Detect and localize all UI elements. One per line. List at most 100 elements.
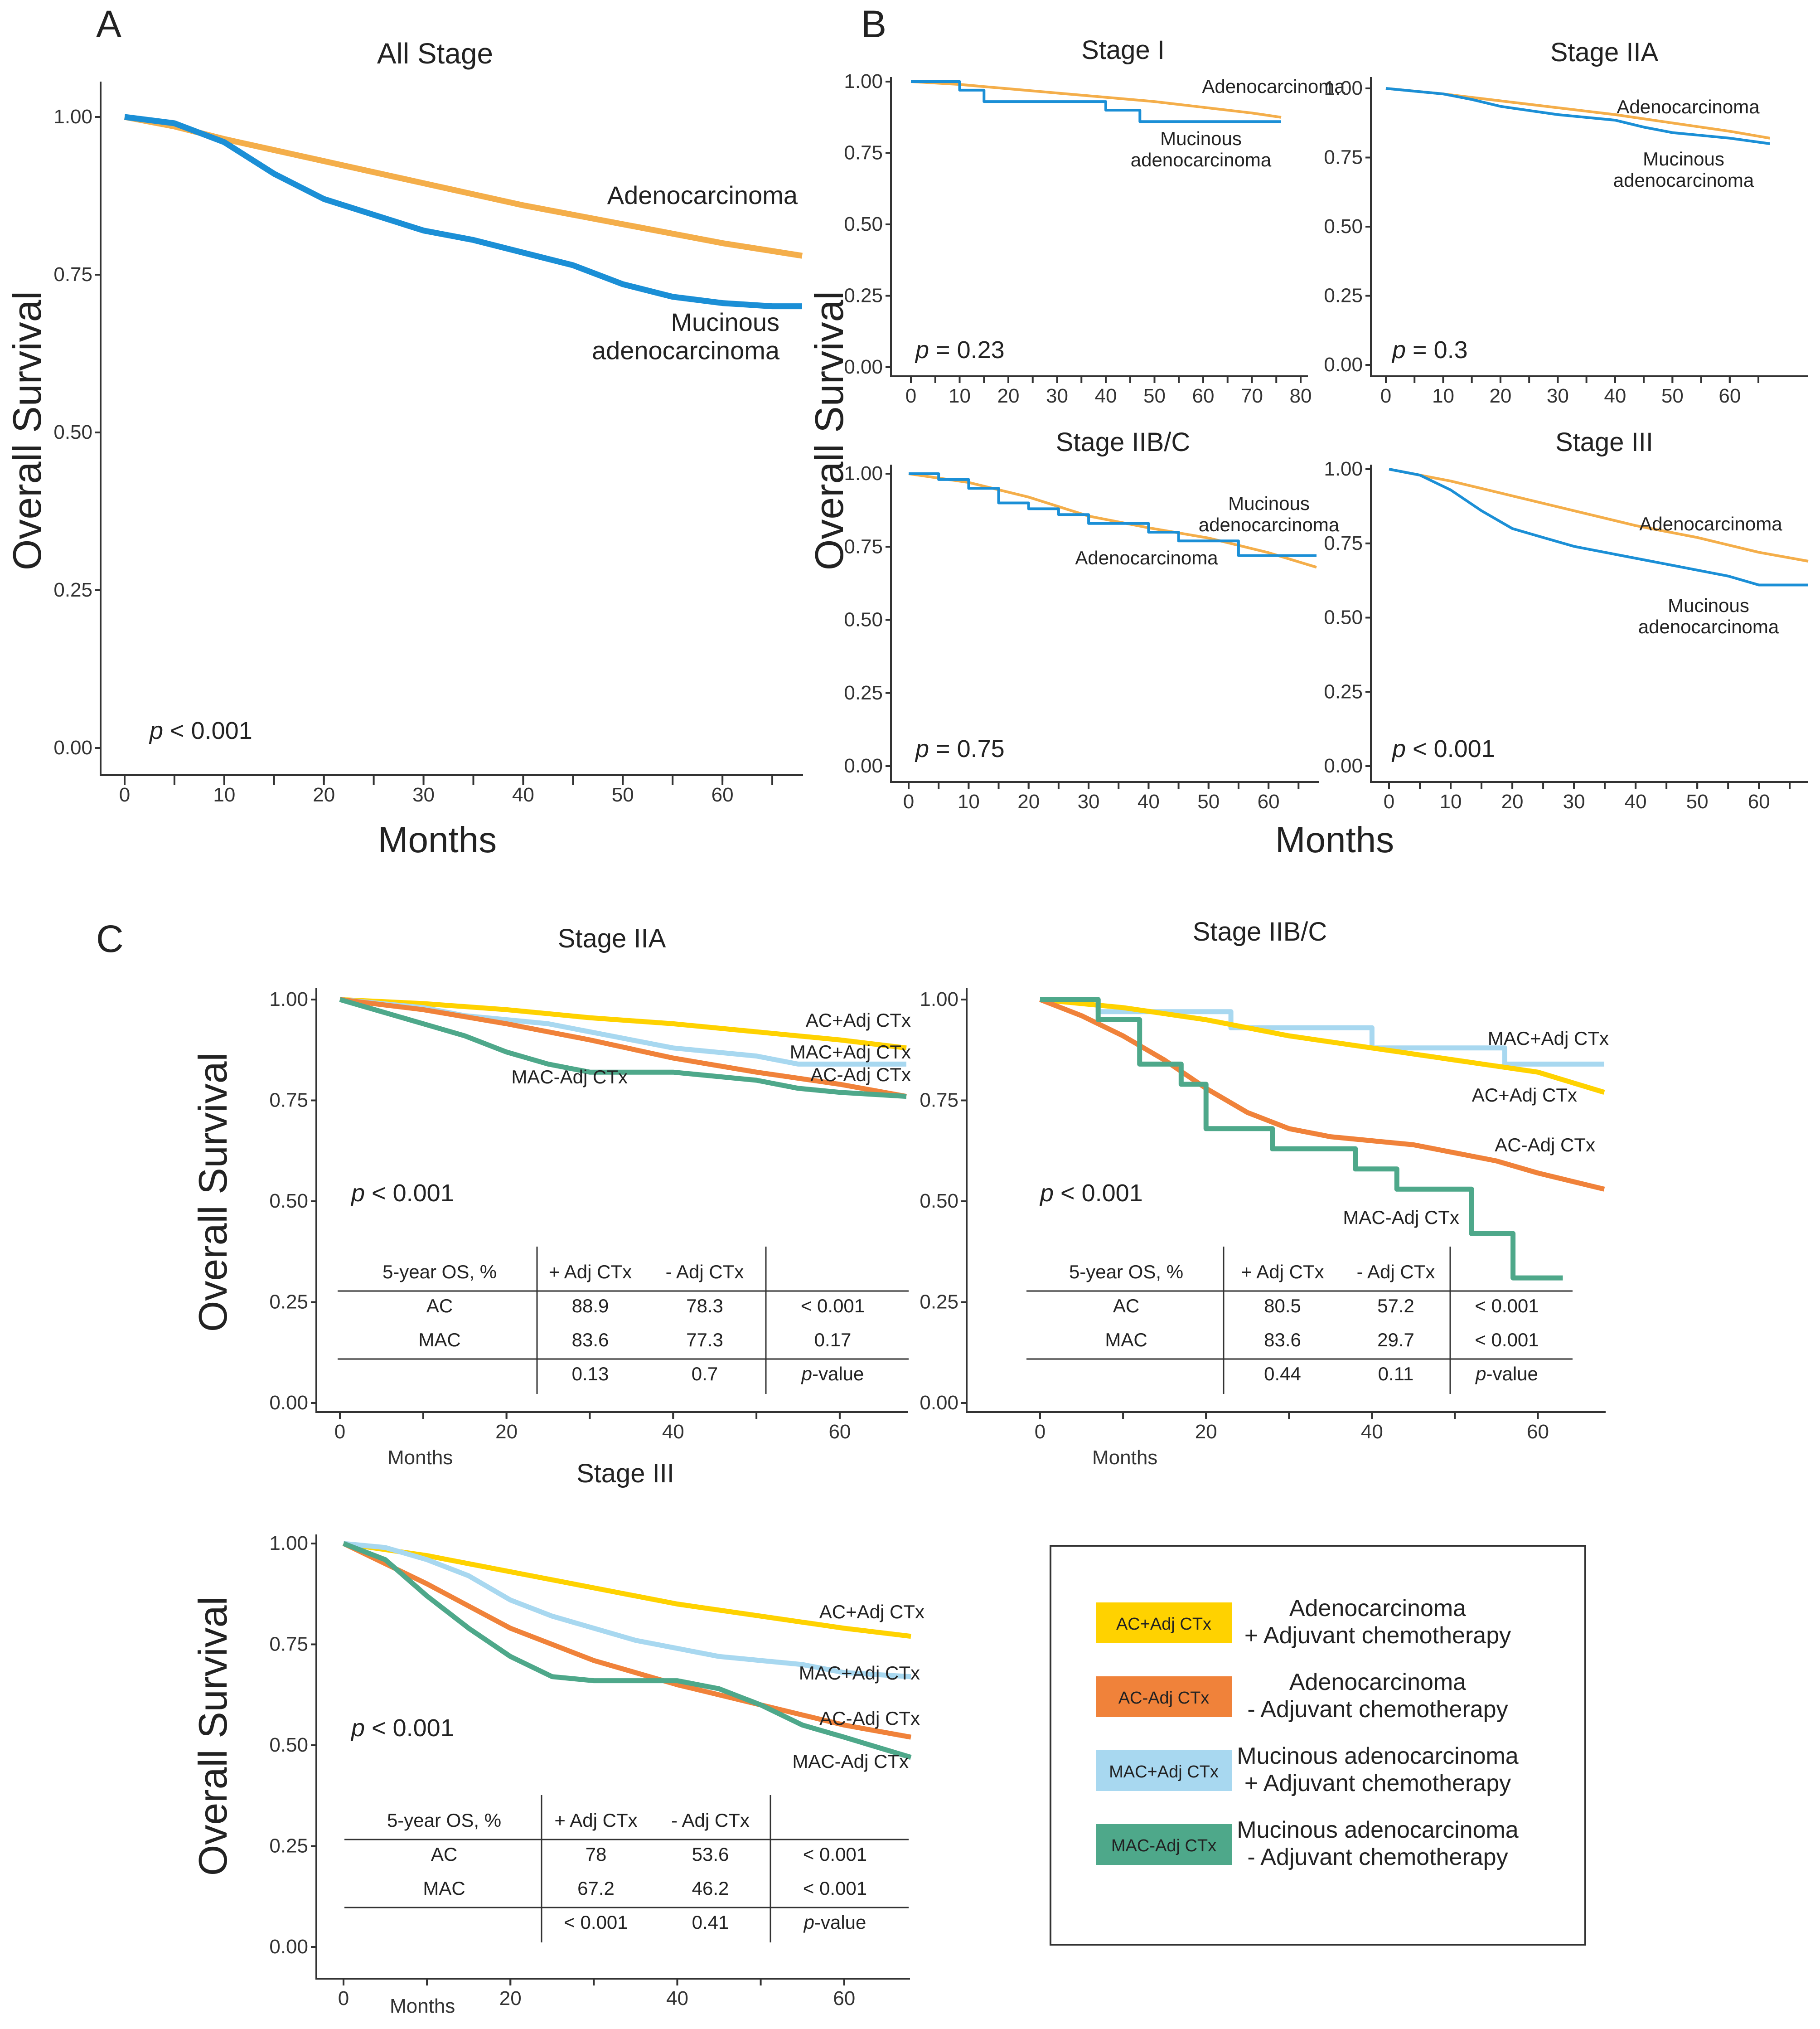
legend-swatch xyxy=(1096,1602,1232,1643)
os-table: 5-year OS, % + Adj CTx - Adj CTx AC 88.9 78.3… xyxy=(338,1247,909,1394)
y-tick-label: 1.00 xyxy=(920,988,958,1010)
p-letter: p xyxy=(1391,336,1406,364)
legend-swatch xyxy=(1096,1750,1232,1791)
series-label-mucinous-adenocarcinoma: Mucinous adenocarcinoma xyxy=(1613,148,1754,191)
panel-a: 0.00 0.25 0.50 0.75 1.00 0 10 20 30 40 50 60 All Sta… xyxy=(5,37,803,860)
series-line-ac-adj-ctx xyxy=(1039,997,1605,1192)
x-tick-label: 50 xyxy=(1661,385,1684,407)
p-rest: < 0.001 xyxy=(365,1714,454,1742)
series-label-ac-adj-ctx: AC+Adj CTx xyxy=(1472,1084,1577,1106)
series-line-mac-adj-ctx xyxy=(343,1541,911,1680)
y-tick-label: 0.25 xyxy=(269,1291,308,1313)
y-tick-label: 0.50 xyxy=(269,1190,308,1212)
p-rest: -value xyxy=(814,1912,866,1933)
x-tick-label: 10 xyxy=(949,385,971,407)
panel-letter-c: C xyxy=(96,917,124,960)
x-tick-label: 30 xyxy=(412,784,435,806)
table-cell: 53.6 xyxy=(692,1844,729,1865)
x-tick-label: 40 xyxy=(1138,791,1160,813)
x-tick-label: 40 xyxy=(1361,1421,1383,1443)
os-table: 5-year OS, % + Adj CTx - Adj CTx AC 80.5 57.2… xyxy=(1026,1247,1573,1394)
x-tick-label: 50 xyxy=(612,784,634,806)
y-tick-label: 0.50 xyxy=(844,213,883,235)
series-line-ac-adj-ctx xyxy=(343,1541,911,1639)
os-table: 5-year OS, % + Adj CTx - Adj CTx AC 78 53.6 < … xyxy=(344,1795,909,1942)
y-tick-label: 0.75 xyxy=(920,1089,958,1112)
table-cell: MAC xyxy=(423,1878,465,1899)
table-cell: 46.2 xyxy=(692,1878,729,1899)
y-tick-label: 0.00 xyxy=(269,1936,308,1958)
y-tick-label: 0.75 xyxy=(844,142,883,164)
axis-lines xyxy=(315,1534,910,1980)
table-header: - Adj CTx xyxy=(1357,1261,1435,1282)
series-line-adenocarcinoma xyxy=(1389,468,1809,563)
y-tick-label: 0.00 xyxy=(1324,354,1363,376)
y-tick-label: 1.00 xyxy=(53,106,92,128)
table-cell: MAC xyxy=(418,1329,460,1350)
series-label-line: Mucinous xyxy=(1643,148,1724,170)
series-label-line: MAC+Adj CTx xyxy=(799,1662,920,1684)
series-label-line: Adenocarcinoma xyxy=(1639,513,1782,534)
x-tick-label: 10 xyxy=(213,784,235,806)
series-label-mac-adj-ctx: MAC-Adj CTx xyxy=(792,1751,909,1772)
series-label-ac-adj-ctx: AC-Adj CTx xyxy=(819,1708,920,1729)
table-cell: MAC xyxy=(1105,1329,1147,1350)
table-cell: 78.3 xyxy=(686,1295,723,1316)
table-cell: < 0.001 xyxy=(1475,1329,1539,1350)
axis-lines xyxy=(1370,465,1808,783)
series-label-line: adenocarcinoma xyxy=(1638,616,1779,637)
table-cell: 80.5 xyxy=(1264,1295,1301,1316)
x-tick-label: 0 xyxy=(905,385,916,407)
x-tick-label: 0 xyxy=(1384,791,1394,813)
legend-line2: - Adjuvant chemotherapy xyxy=(1247,1844,1508,1870)
series-label-line: adenocarcinoma xyxy=(1131,149,1272,170)
x-tick-label: 40 xyxy=(662,1421,684,1443)
table-cell: AC xyxy=(426,1295,453,1316)
x-tick-label: 10 xyxy=(1432,385,1454,407)
series-label-ac-adj-ctx: AC+Adj CTx xyxy=(806,1010,911,1031)
legend-line1: Mucinous adenocarcinoma xyxy=(1237,1743,1519,1769)
series-label-line: Mucinous xyxy=(1160,128,1242,149)
table-header: + Adj CTx xyxy=(549,1261,632,1282)
x-axis-label: Months xyxy=(378,820,497,860)
panel-title: Stage IIA xyxy=(558,924,666,953)
x-tick-label: 20 xyxy=(1501,791,1524,813)
table-cell: 0.11 xyxy=(1378,1363,1414,1384)
x-tick-label: 20 xyxy=(997,385,1020,407)
x-tick-label: 60 xyxy=(712,784,734,806)
series-line-mac-adj-ctx xyxy=(339,997,907,1099)
x-tick-label: 30 xyxy=(1563,791,1585,813)
legend-line2: - Adjuvant chemotherapy xyxy=(1247,1696,1508,1723)
y-tick-label: 0.75 xyxy=(1324,532,1363,554)
table-cell: 0.44 xyxy=(1264,1363,1301,1384)
p-value-label: p < 0.001 xyxy=(1391,735,1495,762)
x-tick-label: 20 xyxy=(1017,791,1040,813)
p-letter: p xyxy=(1039,1180,1054,1207)
axis-lines xyxy=(1370,77,1808,377)
series-label-adenocarcinoma: Adenocarcinoma xyxy=(1075,547,1218,568)
series-label-line: Adenocarcinoma xyxy=(1202,76,1345,97)
table-cell: 0.7 xyxy=(692,1363,718,1384)
panel-b4: 0.00 0.25 0.50 0.75 1.00 0 10 20 30 40 50 60 Stage I… xyxy=(1324,427,1809,813)
series-label-mac-adj-ctx: MAC-Adj CTx xyxy=(1343,1207,1459,1228)
p-letter: p xyxy=(1391,735,1406,762)
y-tick-label: 0.00 xyxy=(1324,755,1363,777)
x-tick-label: 60 xyxy=(833,1987,855,2010)
x-axis-label: Months xyxy=(390,1995,455,2017)
y-tick-label: 0.25 xyxy=(53,579,92,601)
series-label-ac-adj-ctx: AC-Adj CTx xyxy=(810,1064,911,1085)
x-tick-label: 0 xyxy=(903,791,914,813)
series-label-line: Mucinous xyxy=(1228,493,1310,514)
legend-line1: Adenocarcinoma xyxy=(1289,1595,1466,1621)
x-tick-label: 60 xyxy=(1192,385,1215,407)
series-label-line: AC-Adj CTx xyxy=(1495,1134,1595,1155)
series-label-adenocarcinoma: Adenocarcinoma xyxy=(1617,96,1760,117)
panel-letter-b: B xyxy=(861,3,886,45)
x-tick-label: 40 xyxy=(1604,385,1626,407)
x-tick-label: 0 xyxy=(119,784,130,806)
p-rest: = 0.23 xyxy=(929,336,1005,364)
x-tick-label: 0 xyxy=(1380,385,1391,407)
table-cell: 83.6 xyxy=(572,1329,609,1350)
table-cell: 0.41 xyxy=(692,1912,729,1933)
series-line-mucinous-adenocarcinoma xyxy=(124,114,802,310)
